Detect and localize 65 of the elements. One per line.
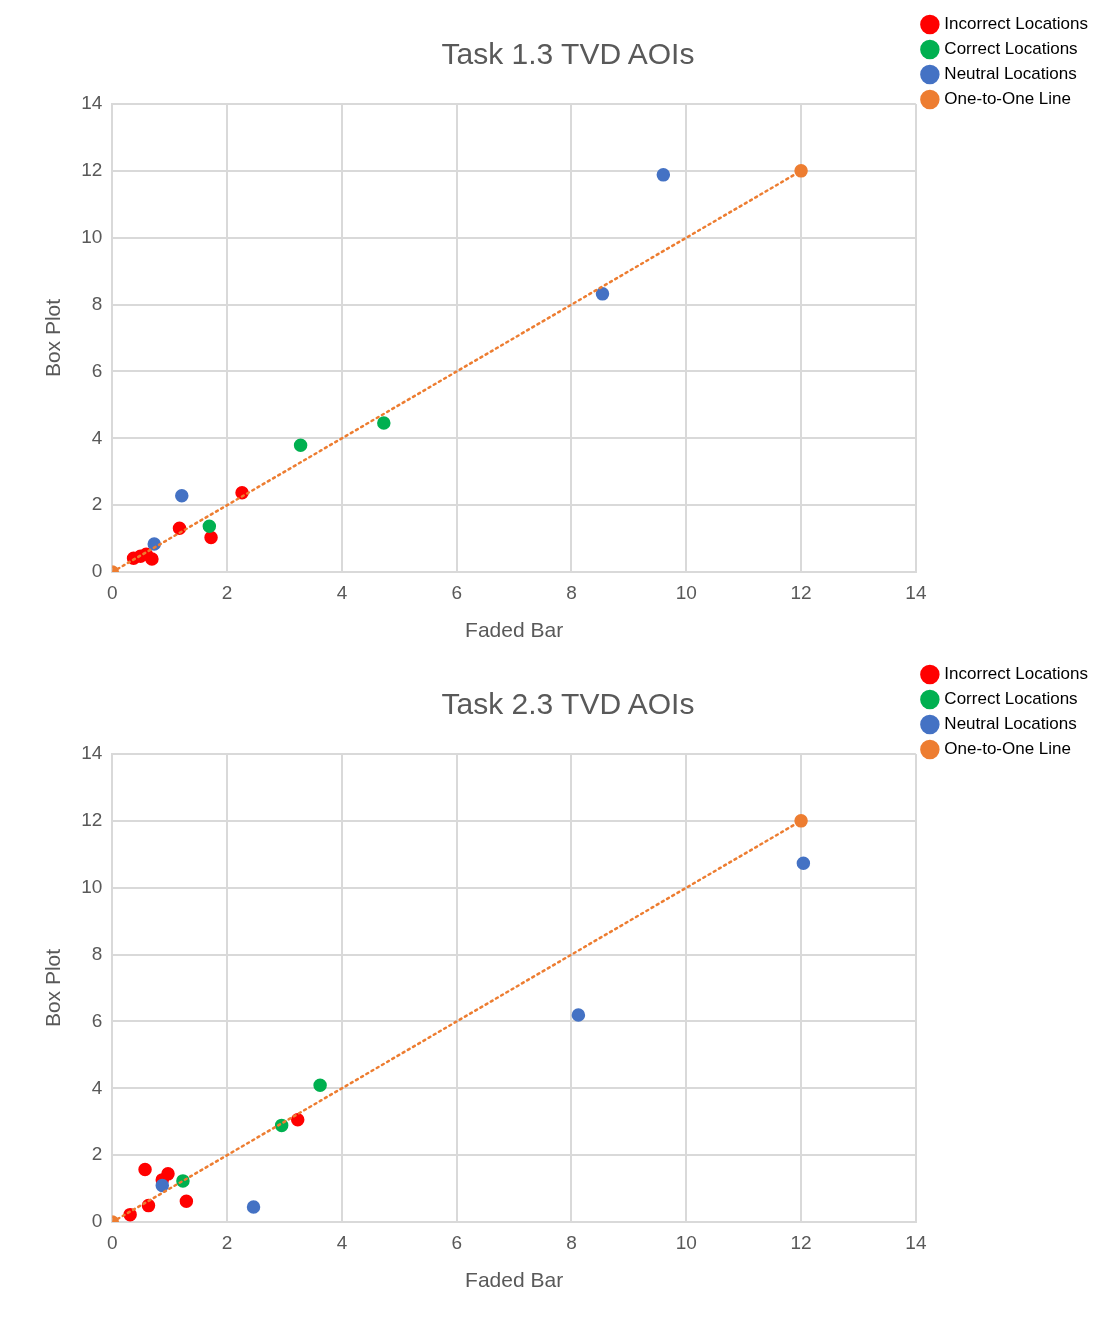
legend-label: Correct Locations (944, 689, 1078, 709)
x-tick-label: 6 (451, 1231, 462, 1253)
point (290, 1112, 305, 1127)
x-tick-label: 12 (790, 1231, 812, 1253)
legend-label: One-to-One Line (944, 739, 1072, 759)
legend-label: Neutral Locations (944, 714, 1077, 734)
point (377, 416, 391, 430)
legend-label: Correct Locations (944, 39, 1078, 59)
x-tick-label: 10 (675, 1231, 697, 1253)
y-tick-label: 0 (91, 1210, 103, 1232)
point (179, 1194, 194, 1209)
y-tick-label: 14 (81, 742, 103, 764)
y-tick-label: 4 (91, 1076, 103, 1098)
point (202, 519, 217, 533)
x-tick-label: 6 (451, 581, 462, 603)
point (656, 168, 671, 182)
legend-label: One-to-One Line (944, 89, 1072, 109)
point (161, 1167, 175, 1181)
point (313, 1078, 327, 1093)
y-tick-label: 2 (91, 493, 103, 515)
legend-label: Neutral Locations (944, 64, 1077, 84)
y-tick-label: 6 (91, 359, 103, 381)
x-tick-label: 8 (566, 1231, 577, 1253)
y-tick-label: 12 (81, 809, 103, 831)
legend-label: Incorrect Locations (944, 14, 1089, 34)
y-tick-label: 6 (91, 1009, 103, 1031)
point (571, 1008, 586, 1022)
legend-label: Incorrect Locations (944, 664, 1089, 684)
point (145, 552, 159, 566)
x-axis-title: Faded Bar (465, 1268, 564, 1292)
y-tick-label: 14 (81, 92, 103, 114)
chart-title: Task 1.3 TVD AOIs (441, 37, 695, 71)
y-tick-label: 4 (91, 426, 103, 448)
x-tick-label: 12 (790, 581, 812, 603)
x-tick-label: 14 (905, 1231, 927, 1253)
point (794, 164, 808, 178)
x-tick-label: 4 (336, 1231, 348, 1253)
y-axis-title: Box Plot (41, 948, 65, 1028)
y-tick-label: 10 (81, 225, 103, 247)
chart-title: Task 2.3 TVD AOIs (441, 687, 695, 721)
y-tick-label: 12 (81, 159, 103, 181)
x-tick-label: 10 (675, 581, 697, 603)
point (175, 489, 189, 503)
y-axis-title: Box Plot (41, 298, 65, 378)
x-tick-label: 2 (221, 581, 233, 603)
point (204, 530, 218, 545)
point (246, 1200, 261, 1214)
x-axis-title: Faded Bar (465, 618, 564, 642)
x-tick-label: 8 (566, 581, 577, 603)
point (595, 287, 610, 301)
x-tick-label: 0 (107, 581, 118, 603)
y-tick-label: 10 (81, 875, 103, 897)
point (155, 1178, 170, 1193)
y-tick-label: 2 (91, 1143, 103, 1165)
point (138, 1162, 152, 1177)
y-tick-label: 0 (91, 560, 103, 582)
point (794, 814, 808, 828)
x-tick-label: 0 (107, 1231, 118, 1253)
point (796, 856, 811, 871)
y-tick-label: 8 (91, 292, 103, 314)
x-tick-label: 14 (905, 581, 927, 603)
point (293, 438, 308, 453)
x-tick-label: 2 (221, 1231, 233, 1253)
x-tick-label: 4 (336, 581, 348, 603)
y-tick-label: 8 (91, 942, 103, 964)
